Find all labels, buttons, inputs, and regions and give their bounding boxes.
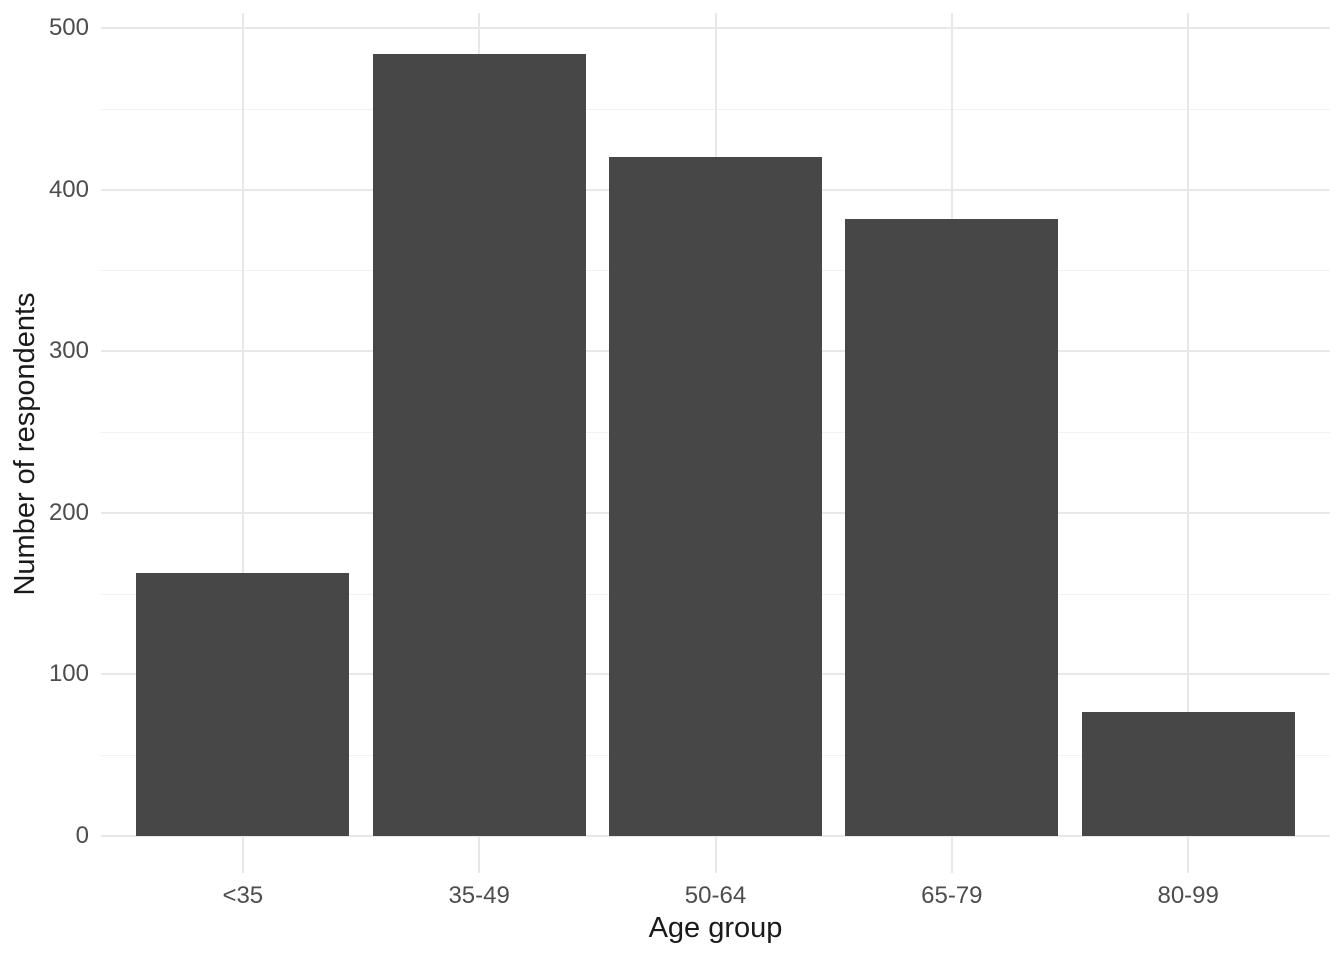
bar-50-64: [609, 157, 822, 836]
bar-80-99: [1081, 711, 1295, 836]
bar-<35: [136, 572, 350, 836]
x-tick-label: <35: [222, 882, 264, 909]
x-tick-label: 50-64: [684, 882, 747, 909]
x-tick-label: 80-99: [1157, 882, 1219, 909]
y-tick-label: 400: [48, 175, 89, 203]
plot-panel: [101, 13, 1330, 873]
x-tick-label: 35-49: [448, 882, 510, 909]
y-tick-label: 0: [75, 822, 89, 849]
y-axis-title: Number of respondents: [9, 292, 41, 596]
x-tick-label: 65-79: [921, 882, 983, 909]
x-axis-title: Age group: [648, 912, 783, 944]
vertical-gridline: [1187, 13, 1190, 873]
y-tick-label: 100: [48, 660, 89, 688]
y-tick-label: 200: [48, 498, 89, 526]
y-tick-label: 300: [48, 337, 89, 365]
bar-35-49: [372, 53, 586, 836]
bar-65-79: [845, 218, 1059, 836]
vertical-gridline: [241, 13, 244, 873]
y-tick-label: 500: [48, 14, 89, 41]
